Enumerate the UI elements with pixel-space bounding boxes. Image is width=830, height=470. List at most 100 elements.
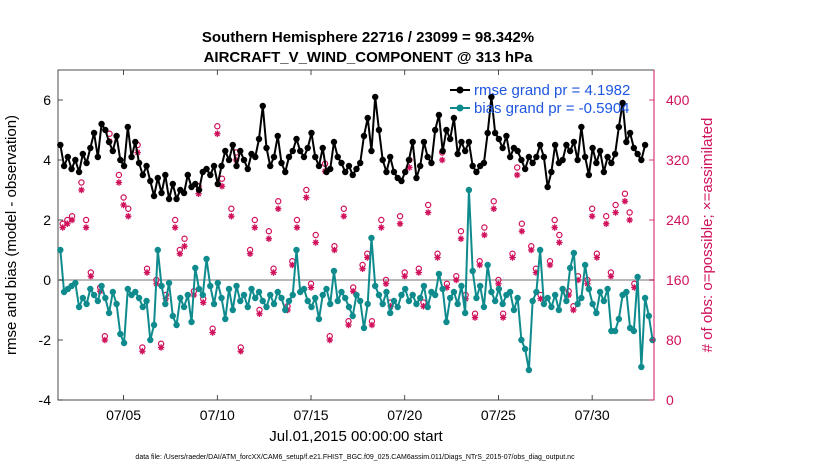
bias-point [401, 285, 409, 293]
bias-point [645, 312, 653, 320]
rmse-point [387, 153, 394, 161]
rmse-point [548, 168, 555, 176]
bias-point [360, 324, 368, 332]
chart-title: Southern Hemisphere 22716 / 23099 = 98.3… [202, 29, 534, 46]
bias-point [338, 288, 345, 296]
obs-assimilated-point [82, 224, 90, 231]
rmse-point [184, 171, 191, 179]
bias-point [446, 294, 454, 302]
bias-point [143, 297, 150, 305]
bias-point [184, 291, 191, 299]
bias-point [570, 249, 578, 257]
obs-assimilated-point [415, 269, 422, 276]
obs-assimilated-point [125, 213, 132, 220]
bias-point [263, 303, 270, 311]
bias-point [514, 294, 521, 302]
bias-point [589, 300, 596, 308]
obs-assimilated-point [228, 213, 235, 220]
rmse-point [401, 168, 409, 176]
bias-point [424, 303, 431, 311]
bias-point [225, 285, 233, 293]
bias-point [566, 264, 574, 272]
rmse-point [270, 153, 278, 161]
bias-point [229, 306, 236, 314]
rmse-point [514, 147, 521, 155]
rmse-point [638, 156, 645, 164]
bias-point [398, 291, 405, 299]
bias-point [533, 288, 540, 296]
obs-possible-point [115, 171, 123, 179]
rmse-point [98, 120, 105, 128]
obs-possible-point [312, 231, 319, 239]
obs-assimilated-point [387, 303, 394, 310]
obs-assimilated-point [532, 269, 540, 276]
obs-assimilated-point [593, 254, 601, 261]
rmse-point [203, 165, 210, 173]
bias-point [83, 300, 90, 308]
bias-point [255, 288, 263, 296]
y-left-tick-label: 0 [43, 272, 51, 288]
rmse-point [327, 165, 334, 173]
rmse-point [619, 99, 626, 107]
x-axis-ticks: 07/05 07/10 07/15 07/20 07/25 07/30 [106, 70, 610, 423]
rmse-point [128, 153, 135, 161]
bias-point [222, 315, 229, 323]
obs-assimilated-point [537, 295, 544, 302]
bias-point [529, 297, 536, 305]
obs-assimilated-point [78, 186, 85, 194]
rmse-point [297, 147, 304, 155]
rmse-point [439, 147, 446, 155]
rmse-point [574, 156, 581, 164]
obs-assimilated-point [607, 273, 615, 280]
bias-point [203, 255, 210, 263]
bias-point [551, 291, 559, 299]
bias-point [484, 261, 491, 269]
obs-assimilated-point [368, 321, 376, 329]
rmse-point [398, 177, 405, 185]
bias-point [439, 285, 446, 293]
rmse-point [252, 153, 259, 161]
obs-assimilated-point [275, 205, 282, 212]
obs-assimilated-point [181, 243, 188, 250]
rmse-point [521, 165, 529, 173]
bias-point [495, 285, 503, 293]
rmse-point [75, 168, 83, 176]
obs-assimilated-point [115, 179, 123, 186]
bias-point [581, 261, 589, 269]
bias-point [491, 297, 499, 305]
bias-point [634, 273, 641, 281]
bias-point [207, 282, 214, 290]
bias-point [124, 285, 132, 293]
bias-point [357, 297, 364, 305]
rmse-point [109, 147, 117, 155]
y-left-tick-label: 6 [43, 92, 51, 108]
rmse-point [293, 135, 300, 143]
bias-point [109, 288, 117, 296]
bias-point [390, 297, 398, 305]
obs-possible-point [171, 216, 179, 224]
obs-assimilated-point [176, 250, 184, 257]
obs-assimilated-point [574, 276, 582, 284]
rmse-point [83, 159, 90, 167]
bias-point [79, 294, 87, 302]
legend-bias-marker [456, 104, 464, 112]
rmse-point [162, 171, 169, 179]
rmse-series [57, 93, 649, 203]
rmse-point [626, 129, 634, 137]
bias-point [368, 234, 375, 242]
rmse-point [169, 180, 176, 188]
rmse-point [222, 147, 229, 155]
obs-assimilated-point [270, 269, 277, 276]
bias-point [233, 282, 240, 290]
rmse-point [139, 171, 147, 179]
obs-assimilated-point [499, 314, 507, 321]
rmse-point [480, 159, 488, 167]
obs-assimilated-point [64, 220, 71, 227]
obs-assimilated-point [457, 235, 465, 242]
bias-point [458, 282, 465, 290]
rmse-point [102, 126, 109, 134]
rmse-point [450, 114, 458, 122]
x-tick-label: 07/15 [293, 407, 328, 423]
rmse-point [308, 129, 315, 137]
rmse-point [499, 144, 506, 152]
